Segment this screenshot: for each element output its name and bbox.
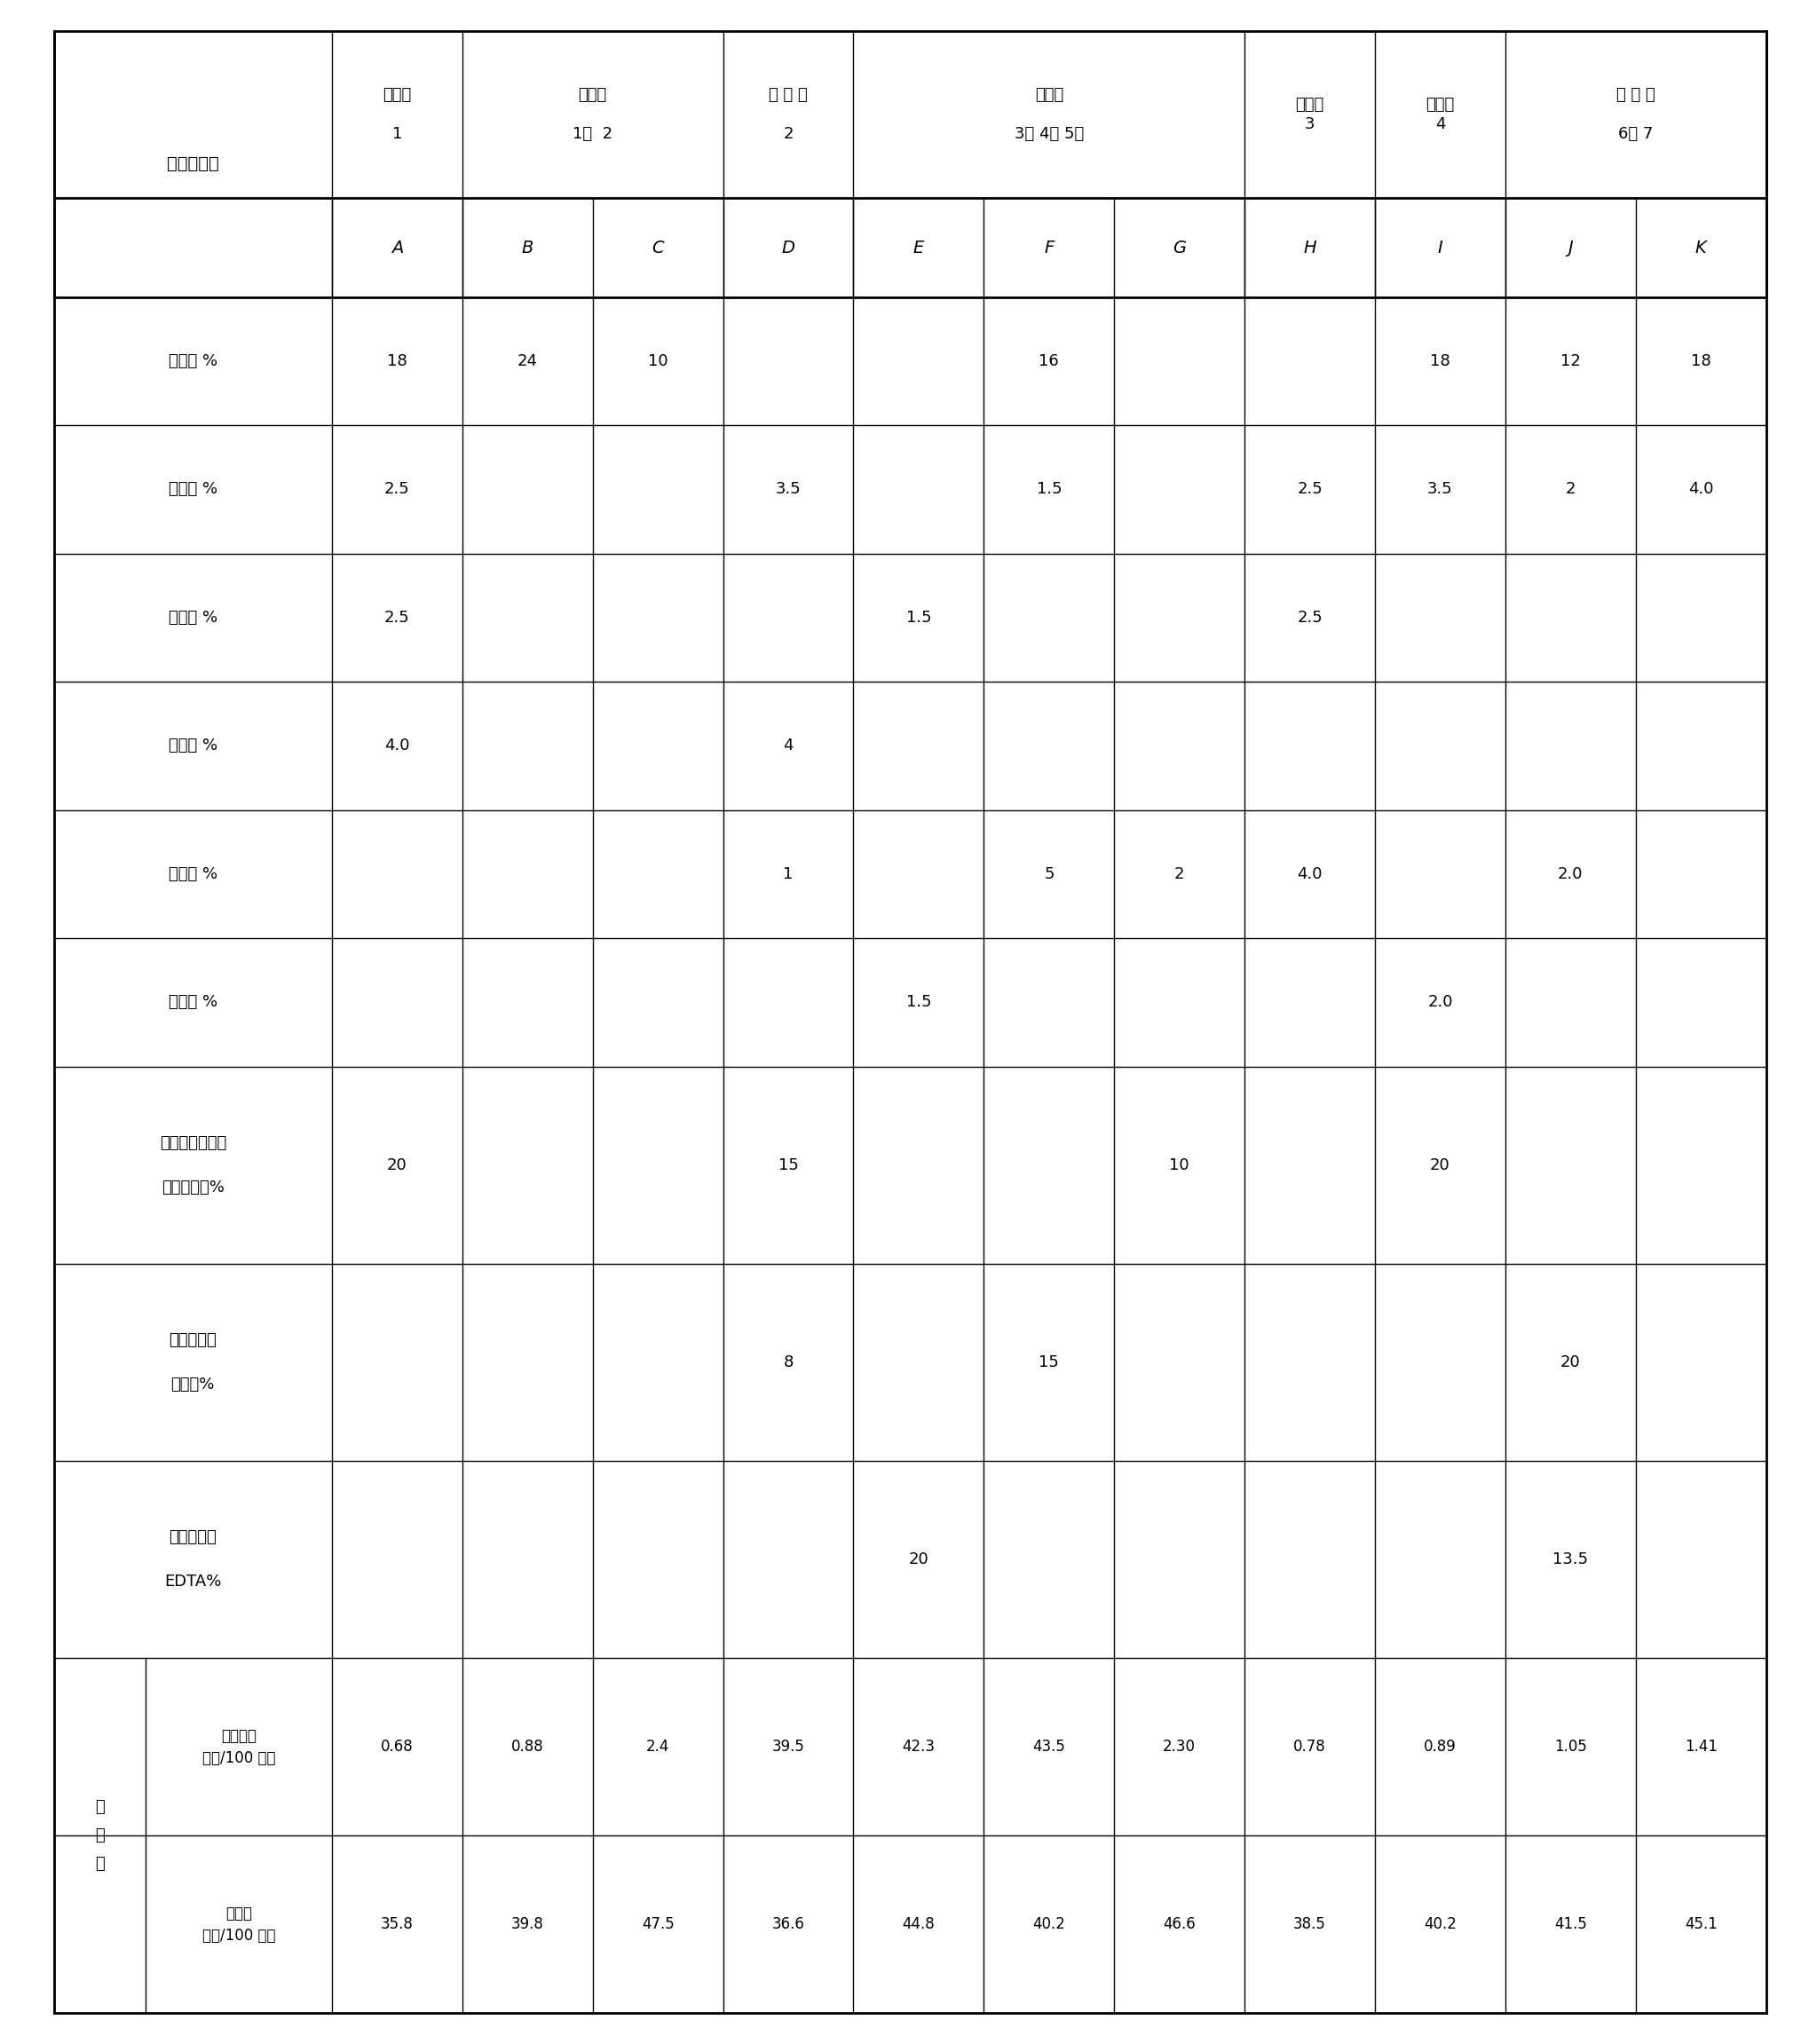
Text: 氧化铈 %: 氧化铈 % [169, 609, 217, 625]
Text: 38.5: 38.5 [1293, 1917, 1327, 1932]
Text: 18: 18 [1691, 354, 1711, 370]
Text: 1.5: 1.5 [1036, 480, 1061, 497]
Text: C: C [653, 239, 663, 256]
Text: 氧化镍 %: 氧化镍 % [169, 354, 217, 370]
Text: 2.0: 2.0 [1558, 867, 1583, 883]
Text: 10: 10 [1169, 1157, 1189, 1173]
Text: 对比例

3、 4、 5、: 对比例 3、 4、 5、 [1015, 86, 1083, 143]
Text: I: I [1438, 239, 1443, 256]
Text: 实施例
4: 实施例 4 [1425, 96, 1454, 133]
Text: 2.5: 2.5 [1296, 609, 1323, 625]
Text: 2.4: 2.4 [645, 1739, 669, 1756]
Text: 43.5: 43.5 [1033, 1739, 1065, 1756]
Text: 45.1: 45.1 [1685, 1917, 1718, 1932]
Text: 氧化铜 %: 氧化铜 % [169, 480, 217, 497]
Text: 实施例

1: 实施例 1 [384, 86, 411, 143]
Text: 4.0: 4.0 [1296, 867, 1323, 883]
Text: 催化剂编号: 催化剂编号 [167, 155, 219, 172]
Text: 浸渍液加入

柠檬酸%: 浸渍液加入 柠檬酸% [169, 1333, 217, 1392]
Text: J: J [1569, 239, 1572, 256]
Text: 13.5: 13.5 [1553, 1551, 1589, 1568]
Text: 20: 20 [909, 1551, 929, 1568]
Text: E: E [913, 239, 923, 256]
Text: 0.68: 0.68 [380, 1739, 414, 1756]
Text: 4: 4 [784, 738, 793, 754]
Text: 0.88: 0.88 [511, 1739, 543, 1756]
Text: 对 比 例

6、 7: 对 比 例 6、 7 [1615, 86, 1655, 143]
Text: H: H [1304, 239, 1316, 256]
Text: 对比例

1、  2: 对比例 1、 2 [572, 86, 613, 143]
Text: 39.8: 39.8 [511, 1917, 543, 1932]
Text: 18: 18 [1431, 354, 1451, 370]
Text: 产
品
油: 产 品 油 [95, 1799, 104, 1872]
Text: K: K [1694, 239, 1707, 256]
Text: 1.5: 1.5 [905, 993, 931, 1010]
Text: 3.5: 3.5 [1427, 480, 1452, 497]
Text: B: B [522, 239, 534, 256]
Text: 配浸渍液时加入

二缩三乙醇%: 配浸渍液时加入 二缩三乙醇% [160, 1134, 226, 1196]
Text: 2.5: 2.5 [384, 609, 411, 625]
Text: 1.05: 1.05 [1555, 1739, 1587, 1756]
Text: 12: 12 [1560, 354, 1581, 370]
Text: 44.8: 44.8 [902, 1917, 934, 1932]
Text: 1.5: 1.5 [905, 609, 931, 625]
Text: 20: 20 [1560, 1355, 1581, 1369]
Text: 2.5: 2.5 [1296, 480, 1323, 497]
Text: F: F [1044, 239, 1054, 256]
Text: 10: 10 [647, 354, 669, 370]
Text: 0.78: 0.78 [1293, 1739, 1327, 1756]
Text: 实施例
3: 实施例 3 [1296, 96, 1323, 133]
Text: 46.6: 46.6 [1164, 1917, 1196, 1932]
Text: 2.30: 2.30 [1164, 1739, 1196, 1756]
Text: 20: 20 [1431, 1157, 1451, 1173]
Text: 40.2: 40.2 [1424, 1917, 1456, 1932]
Text: 15: 15 [1038, 1355, 1060, 1369]
Text: G: G [1173, 239, 1187, 256]
Text: 35.8: 35.8 [380, 1917, 414, 1932]
Text: 氧化钼 %: 氧化钼 % [169, 738, 217, 754]
Text: 36.6: 36.6 [773, 1917, 805, 1932]
Text: D: D [782, 239, 794, 256]
Text: 2.0: 2.0 [1427, 993, 1452, 1010]
Text: 5: 5 [1044, 867, 1054, 883]
Text: 3.5: 3.5 [776, 480, 801, 497]
Text: 24: 24 [518, 354, 538, 370]
Text: 0.89: 0.89 [1424, 1739, 1456, 1756]
Text: 42.3: 42.3 [902, 1739, 936, 1756]
Text: 浸渍液加入

EDTA%: 浸渍液加入 EDTA% [165, 1529, 221, 1590]
Text: A: A [391, 239, 403, 256]
Text: 氧化铬 %: 氧化铬 % [169, 867, 217, 883]
Text: 39.5: 39.5 [773, 1739, 805, 1756]
Text: 2: 2 [1565, 480, 1576, 497]
Text: 4.0: 4.0 [1689, 480, 1714, 497]
Text: 8: 8 [784, 1355, 793, 1369]
Text: 15: 15 [778, 1157, 798, 1173]
Text: 4.0: 4.0 [384, 738, 411, 754]
Text: 溴价，
克溴/100 克油: 溴价， 克溴/100 克油 [203, 1905, 276, 1944]
Text: 18: 18 [387, 354, 407, 370]
Text: 40.2: 40.2 [1033, 1917, 1065, 1932]
Text: 实 施 例

2: 实 施 例 2 [769, 86, 807, 143]
Text: 2: 2 [1174, 867, 1185, 883]
Text: 41.5: 41.5 [1555, 1917, 1587, 1932]
Text: 双烯值，
克溴/100 克油: 双烯值， 克溴/100 克油 [203, 1727, 276, 1766]
Text: 氧化钨 %: 氧化钨 % [169, 993, 217, 1010]
Text: 47.5: 47.5 [642, 1917, 674, 1932]
Text: 20: 20 [387, 1157, 407, 1173]
Text: 2.5: 2.5 [384, 480, 411, 497]
Text: 1: 1 [784, 867, 793, 883]
Text: 1.41: 1.41 [1684, 1739, 1718, 1756]
Text: 16: 16 [1038, 354, 1060, 370]
